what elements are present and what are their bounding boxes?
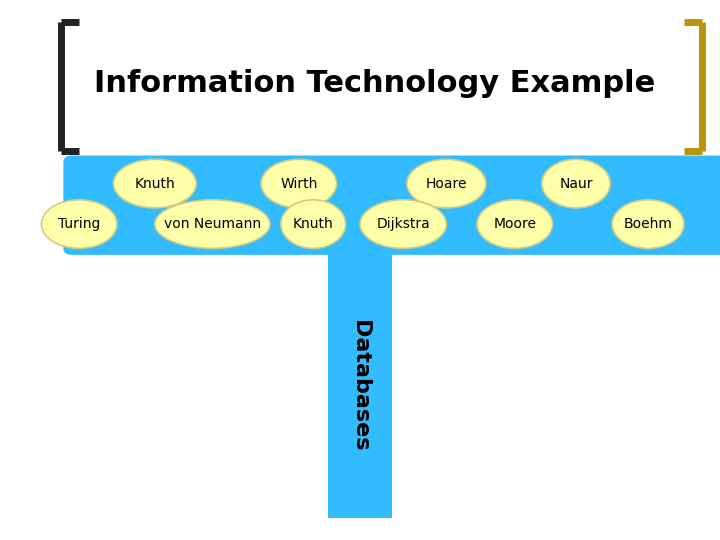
Text: Boehm: Boehm [624, 217, 672, 231]
Ellipse shape [155, 200, 270, 248]
Text: Knuth: Knuth [135, 177, 175, 191]
Ellipse shape [477, 200, 552, 248]
Ellipse shape [407, 159, 486, 208]
Text: Databases: Databases [350, 320, 370, 452]
Text: Moore: Moore [493, 217, 536, 231]
Ellipse shape [42, 200, 117, 248]
Text: Dijkstra: Dijkstra [377, 217, 430, 231]
Text: Turing: Turing [58, 217, 100, 231]
Text: Naur: Naur [559, 177, 593, 191]
Text: Knuth: Knuth [293, 217, 333, 231]
Ellipse shape [612, 200, 684, 248]
Ellipse shape [114, 159, 196, 208]
Bar [328, 248, 392, 518]
Ellipse shape [261, 159, 337, 208]
Text: Hoare: Hoare [426, 177, 467, 191]
Text: Wirth: Wirth [280, 177, 318, 191]
Text: von Neumann: von Neumann [164, 217, 261, 231]
Ellipse shape [360, 200, 446, 248]
FancyBboxPatch shape [63, 156, 720, 255]
Ellipse shape [541, 159, 611, 208]
Text: Information Technology Example: Information Technology Example [94, 69, 655, 98]
Ellipse shape [281, 200, 346, 248]
